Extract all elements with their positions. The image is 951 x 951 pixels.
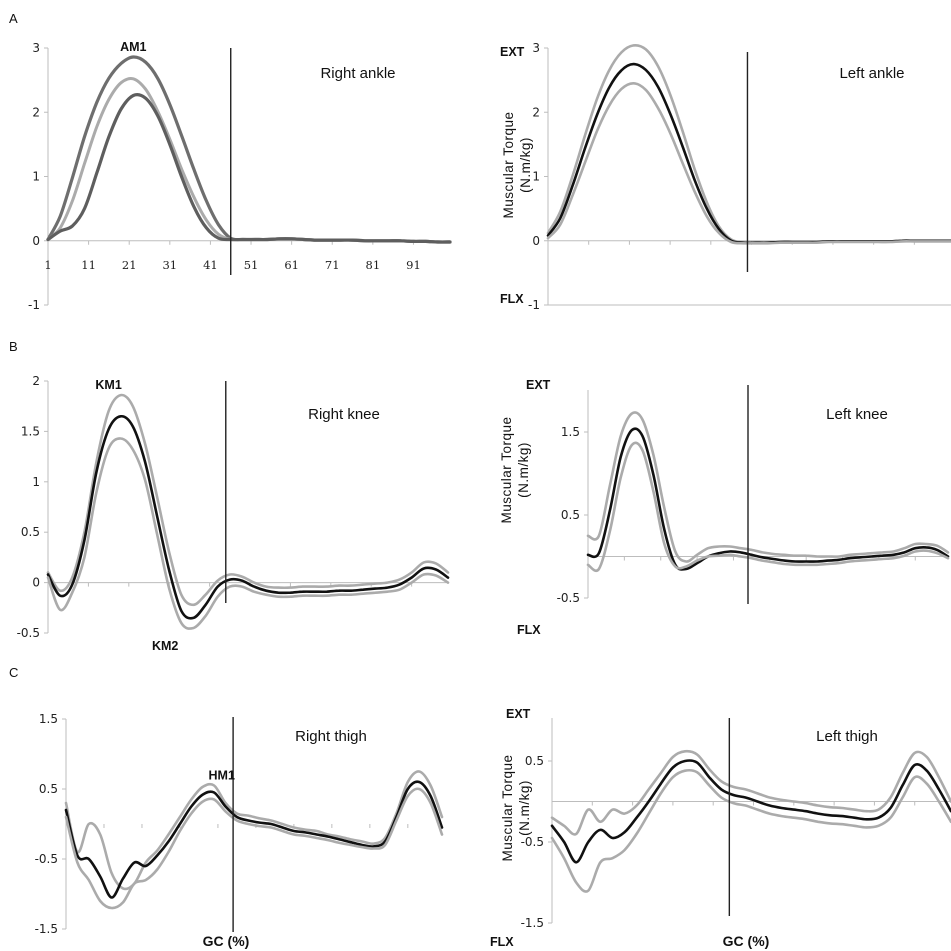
y-tick-label: -0.5 (17, 626, 40, 640)
x-tick-label: 11 (81, 258, 96, 272)
annotation-label: KM1 (95, 378, 121, 392)
y-tick-label: 1.5 (21, 424, 40, 438)
y-tick-label: 2 (32, 105, 40, 119)
y-tick-label: 0 (532, 234, 540, 248)
y-tick-label: 0.5 (39, 782, 58, 796)
ext-label-knee: EXT (526, 378, 551, 392)
x-tick-label: 51 (244, 258, 259, 272)
y-tick-label: -0.5 (521, 835, 544, 849)
y-tick-label: -1 (528, 298, 540, 312)
chart-left-knee: -0.5 0.5 1.5 Left knee (557, 385, 950, 605)
series-line-1 (586, 411, 950, 563)
x-tick-label: 71 (325, 258, 340, 272)
annotation-label: HM1 (209, 769, 235, 783)
y-tick-label: 1 (32, 475, 40, 489)
x-tick-label: 31 (162, 258, 177, 272)
y-tick-label: 1.5 (39, 712, 58, 726)
y-tick-label: -0.5 (35, 852, 58, 866)
y-tick-label: 1 (532, 170, 540, 184)
chart-left-ankle: -1 0 1 2 3 Left ankle (528, 41, 951, 312)
chart-title: Left thigh (816, 728, 878, 745)
flx-label-ankle: FLX (500, 292, 524, 306)
annotation-label: KM2 (152, 639, 178, 653)
y-tick-label: 0.5 (525, 754, 544, 768)
y-tick-label: 2 (32, 374, 40, 388)
series-line-3 (64, 787, 444, 910)
y-tick-label: 1 (32, 170, 40, 184)
chart-title: Right knee (308, 406, 380, 423)
xlabel-right-thigh: GC (%) (203, 933, 250, 949)
series-line-3 (546, 82, 951, 245)
ylabel-left-ankle: Muscular Torque (N.m/kg) (501, 111, 533, 218)
ylabel-left-ankle-line2: (N.m/kg) (518, 137, 533, 193)
chart-title: Left knee (826, 406, 888, 423)
y-tick-label: 1.5 (561, 425, 580, 439)
series-line-1 (46, 55, 452, 244)
series-line-2 (550, 759, 951, 864)
y-tick-label: -1.5 (521, 916, 544, 930)
ylabel-left-ankle-line1: Muscular Torque (501, 111, 516, 218)
series-line-1 (64, 770, 444, 891)
flx-label-thigh: FLX (490, 935, 514, 949)
y-tick-label: -1.5 (35, 922, 58, 936)
ylabel-left-thigh-line1: Muscular Torque (500, 754, 515, 861)
annotation-label: AM1 (120, 40, 146, 54)
y-tick-label: -0.5 (557, 591, 580, 605)
series-line-3 (550, 768, 951, 893)
x-tick-label: 21 (122, 258, 137, 272)
series-line-1 (46, 393, 450, 607)
ext-label-thigh: EXT (506, 707, 531, 721)
y-tick-label: 0.5 (561, 508, 580, 522)
flx-label-knee: FLX (517, 623, 541, 637)
chart-right-thigh: -1.5 -0.5 0.5 1.5 Right thigh HM1 (35, 712, 444, 936)
x-tick-label: 81 (366, 258, 381, 272)
series-line-1 (550, 749, 951, 836)
series-line-3 (46, 93, 452, 244)
series-line-3 (46, 437, 450, 630)
xlabel-left-thigh: GC (%) (723, 933, 770, 949)
ylabel-left-thigh-line2: (N.m/kg) (517, 780, 532, 836)
series-line-3 (586, 441, 950, 573)
panel-label-b: B (9, 339, 18, 354)
series-line-2 (46, 77, 452, 244)
y-tick-label: 2 (532, 105, 540, 119)
x-tick-label: 91 (406, 258, 421, 272)
chart-title: Right thigh (295, 728, 367, 745)
chart-right-knee: -0.5 0 0.5 1 1.5 2 Right knee KM1 KM2 (17, 374, 450, 653)
ylabel-left-thigh: Muscular Torque (N.m/kg) (500, 754, 532, 861)
chart-left-thigh: -1.5 -0.5 0.5 Left thigh (521, 718, 951, 930)
y-tick-label: 0.5 (21, 525, 40, 539)
chart-title: Right ankle (320, 65, 395, 82)
y-tick-label: -1 (28, 298, 40, 312)
series-line-2 (46, 414, 450, 620)
y-tick-label: 3 (532, 41, 540, 55)
y-tick-label: 3 (32, 41, 40, 55)
ylabel-left-knee-line1: Muscular Torque (499, 416, 514, 523)
y-tick-label: 0 (32, 234, 40, 248)
panel-label-a: A (9, 11, 18, 26)
x-tick-label: 61 (284, 258, 299, 272)
chart-title: Left ankle (839, 65, 904, 82)
ylabel-left-knee-line2: (N.m/kg) (516, 442, 531, 498)
series-line-2 (64, 780, 444, 899)
x-tick-label: 1 (44, 258, 51, 272)
series-line-2 (586, 427, 950, 571)
ext-label-ankle: EXT (500, 45, 525, 59)
x-tick-label: 41 (203, 258, 218, 272)
ylabel-left-knee: Muscular Torque (N.m/kg) (499, 416, 531, 523)
y-tick-label: 0 (32, 576, 40, 590)
panel-label-c: C (9, 665, 18, 680)
series-line-2 (546, 62, 951, 245)
